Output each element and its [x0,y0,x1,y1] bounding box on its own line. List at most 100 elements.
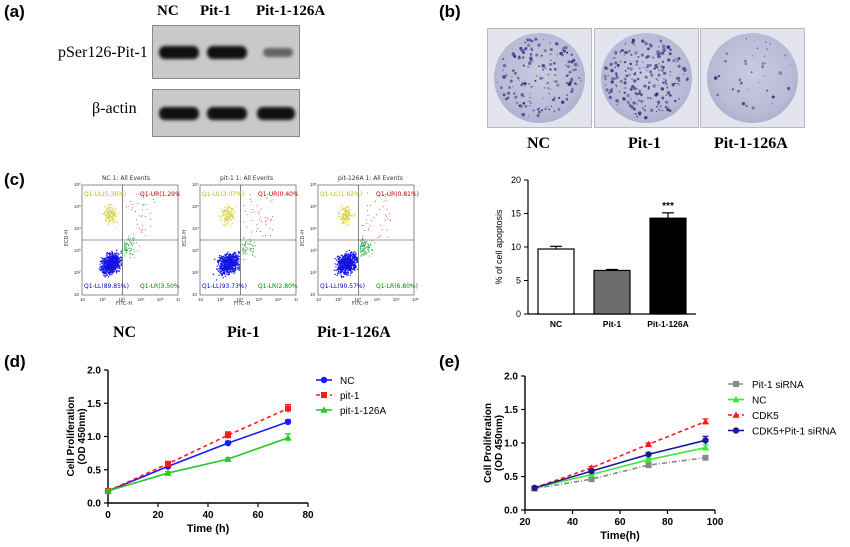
flow-dot [226,262,228,264]
flow-dot [232,253,235,255]
flow-dot [218,274,220,276]
flow-dot [133,251,135,253]
flow-dot [343,262,345,265]
flow-dot [223,267,226,270]
flow-dot [230,219,232,221]
flow-dot [108,223,110,226]
colony-dot [512,69,515,72]
flow-dot [238,269,241,271]
colony-dot [609,62,613,66]
flow-dot [131,203,133,205]
y-tick-label: 0 [516,309,521,319]
colony-dot [656,50,660,54]
colony-dot [717,74,720,78]
colony-dot [660,68,665,72]
colony-dot [655,53,657,55]
lane-label-pit1: Pit-1 [200,3,231,19]
colony-dot [564,45,568,50]
flow-dot [225,254,227,256]
flow-x-tick: 10 [316,297,322,302]
colony-dot [556,54,558,56]
flow-dot [388,213,390,215]
flow-dot [222,261,224,263]
flow-dot [224,224,226,226]
data-point [645,451,652,458]
flow-dot [146,195,148,197]
flow-dot [382,205,384,207]
colony-dot [771,102,773,105]
flow-dot [335,259,338,261]
flow-xlabel: FITC-H [116,301,133,307]
colony-dot [502,93,506,97]
flow-dot [360,241,362,243]
colony-dot [553,96,556,99]
flow-x-tick: 10⁶ [176,297,183,302]
colony-label-nc: NC [527,135,551,152]
colony-dot [554,73,557,77]
flow-dot [341,206,343,208]
flow-dot [109,271,112,274]
flow-dot [227,264,230,267]
colony-dot [677,76,681,80]
flow-dot [260,208,262,210]
flow-dot [234,256,237,258]
flow-dot [224,209,226,211]
flow-dot [333,269,336,272]
colony-dot [537,43,541,47]
flow-dot [363,249,365,251]
flow-dot [270,200,272,202]
colony-dot [572,68,575,72]
flow-x-tick: 10 [80,297,86,302]
flow-dot [221,209,223,211]
flow-dot [117,252,119,255]
flow-dot [104,212,106,214]
flow-dot [353,253,356,256]
colony-dot [766,89,769,92]
y-tick-label: 2.0 [504,372,518,383]
flow-dot [349,270,352,272]
flow-dot [234,268,237,270]
lane-label-pit1-126a: Pit-1-126A [256,3,326,19]
flow-dot [365,219,367,221]
colony-dot [627,49,631,53]
flow-dot [139,228,141,230]
flow-dot [135,219,137,221]
flow-dot [245,241,247,243]
flow-dot [231,267,233,269]
flow-dot [226,271,229,273]
flow-dot [242,250,244,252]
flow-dot [338,266,341,269]
y-tick-label: 1.5 [87,399,101,410]
colony-dot [567,60,571,64]
colony-dot [550,105,553,108]
flow-dot [225,268,227,271]
colony-dot [655,110,658,113]
flow-dot [340,210,342,212]
flow-dot [226,256,229,258]
flow-dot [226,216,228,219]
flow-dot [110,270,113,273]
flow-dot [225,220,227,222]
flow-dot [111,265,114,268]
flow-dot [347,274,349,276]
flow-dot [366,243,368,245]
flow-dot [127,245,129,247]
flow-dot [229,212,231,214]
colony-dot [526,38,530,42]
flow-dot [227,204,229,206]
colony-dot [643,84,647,88]
flow-dot [343,217,345,219]
flow-dot [383,194,385,196]
proliferation-chart-d: 0.0 0.5 1.0 1.5 2.0 0 20 40 60 80 Time (h) Cell Pro… [66,366,386,536]
flow-dot [340,268,342,271]
flow-dot [342,215,344,217]
colony-dot [570,53,573,56]
flow-dot [266,197,268,199]
colony-dot [567,65,570,68]
flow-dot [347,212,349,214]
x-tick-label: 20 [519,517,531,528]
flow-dot [131,243,133,245]
colony-dot [642,40,645,43]
colony-dot [674,82,676,85]
flow-dot [107,212,109,214]
